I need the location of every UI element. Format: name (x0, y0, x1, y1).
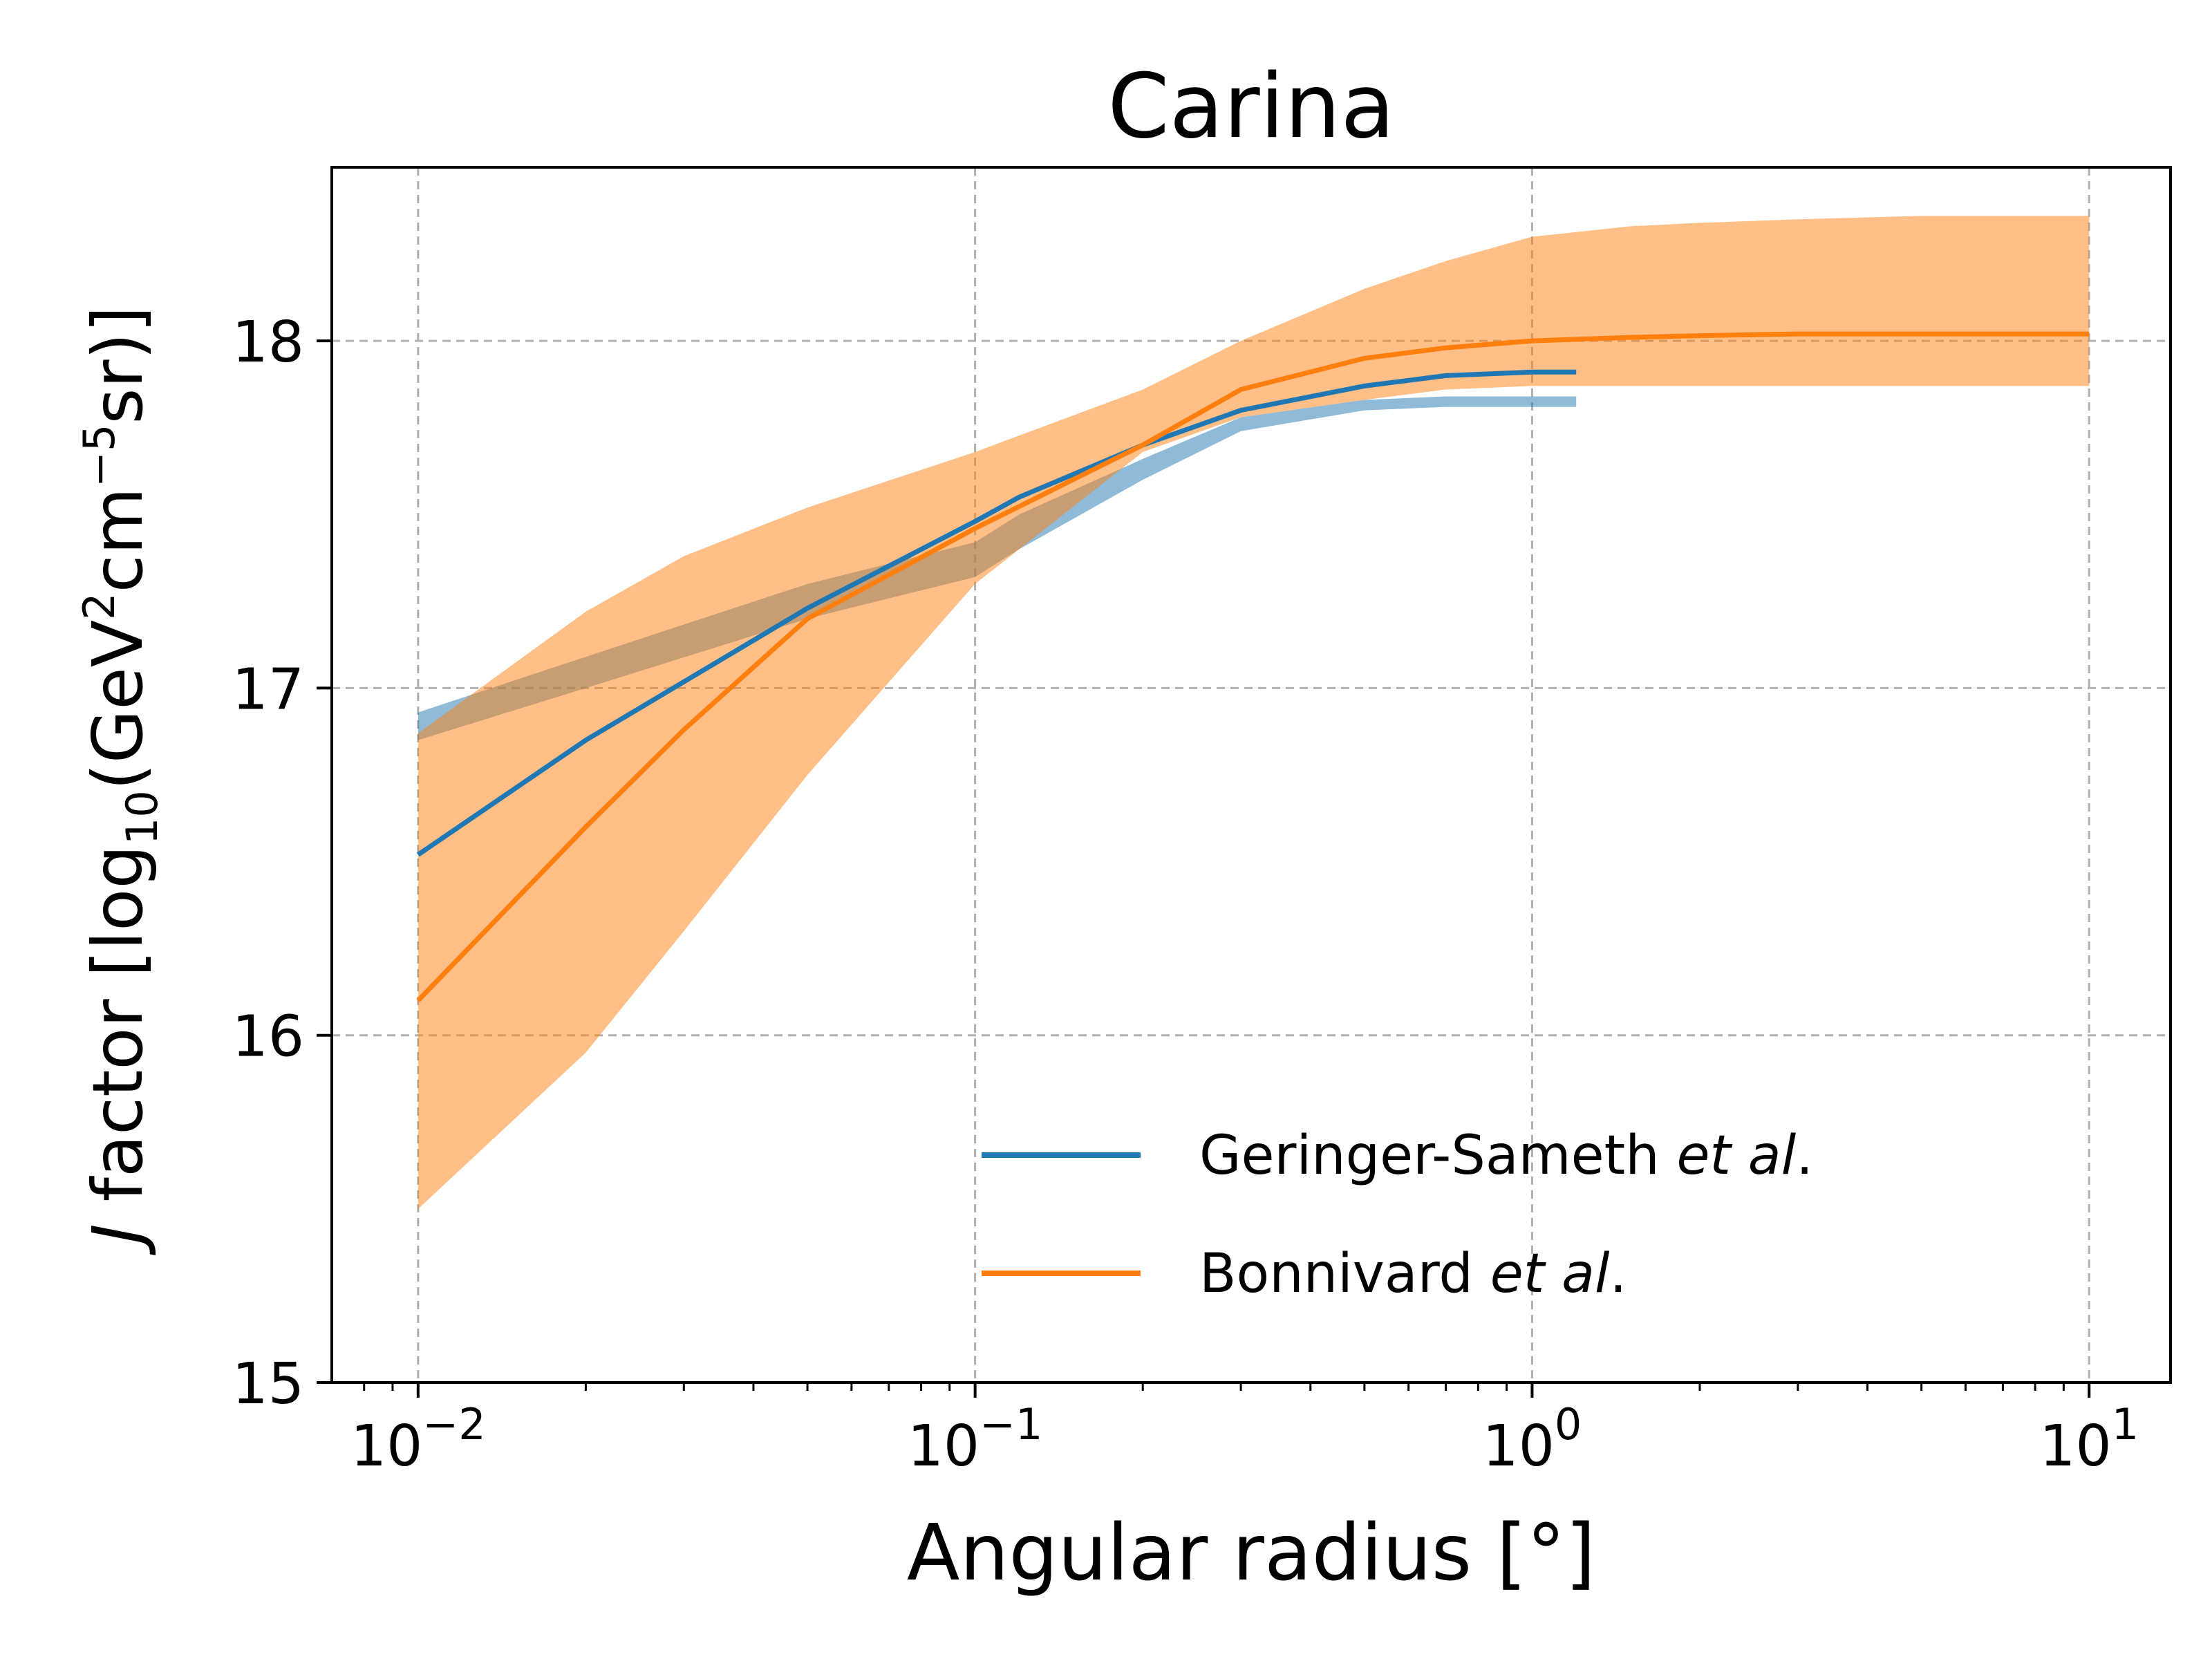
legend: Geringer-Sameth et al. Bonnivard et al. (982, 1125, 1813, 1305)
line-bonnivard (416, 331, 2090, 1002)
x-tick-label: 100 (1483, 1399, 1582, 1479)
x-tick-label: 10−2 (350, 1399, 486, 1479)
legend-name-geringer: Geringer-Sameth (1199, 1125, 1660, 1187)
y-label-sup2: −5 (74, 424, 124, 487)
legend-dot-geringer: . (1796, 1125, 1813, 1187)
y-label-sub: 10 (117, 790, 167, 845)
y-label-mid2: cm (77, 487, 158, 592)
y-label-mid1: (GeV (77, 620, 158, 790)
x-axis-label: Angular radius [°] (907, 1508, 1595, 1598)
legend-label-bonnivard: Bonnivard et al. (1199, 1243, 1627, 1305)
y-label-suffix: sr)] (77, 306, 158, 424)
legend-dot-bonnivard: . (1610, 1243, 1627, 1305)
legend-etal-bonnivard: et al (1490, 1243, 1610, 1305)
y-label-sup1: 2 (74, 592, 124, 619)
y-tick-label: 17 (232, 657, 304, 722)
y-label-prefix: factor [log (77, 845, 158, 1224)
x-tick-label: 101 (2039, 1399, 2139, 1479)
tick-layer: 10−2 10−1 100 101 15 16 17 18 (232, 310, 2139, 1479)
legend-etal-geringer: et al (1676, 1125, 1796, 1187)
band-bonnivard (418, 216, 2090, 1209)
x-tick-label: 10−1 (908, 1399, 1043, 1479)
line-layer (416, 331, 2090, 1002)
plot-frame (330, 166, 2172, 1384)
y-tick-label: 18 (232, 310, 304, 375)
legend-name-bonnivard: Bonnivard (1199, 1243, 1473, 1305)
band-layer (418, 216, 2090, 1209)
chart-title: Carina (1107, 55, 1395, 158)
legend-label-geringer: Geringer-Sameth et al. (1199, 1125, 1813, 1187)
y-axis-label: J factor [log10(GeV2cm−5sr)] (74, 306, 167, 1255)
y-label-j: J (77, 1224, 158, 1256)
y-tick-label: 15 (232, 1351, 304, 1417)
y-tick-label: 16 (232, 1004, 304, 1070)
